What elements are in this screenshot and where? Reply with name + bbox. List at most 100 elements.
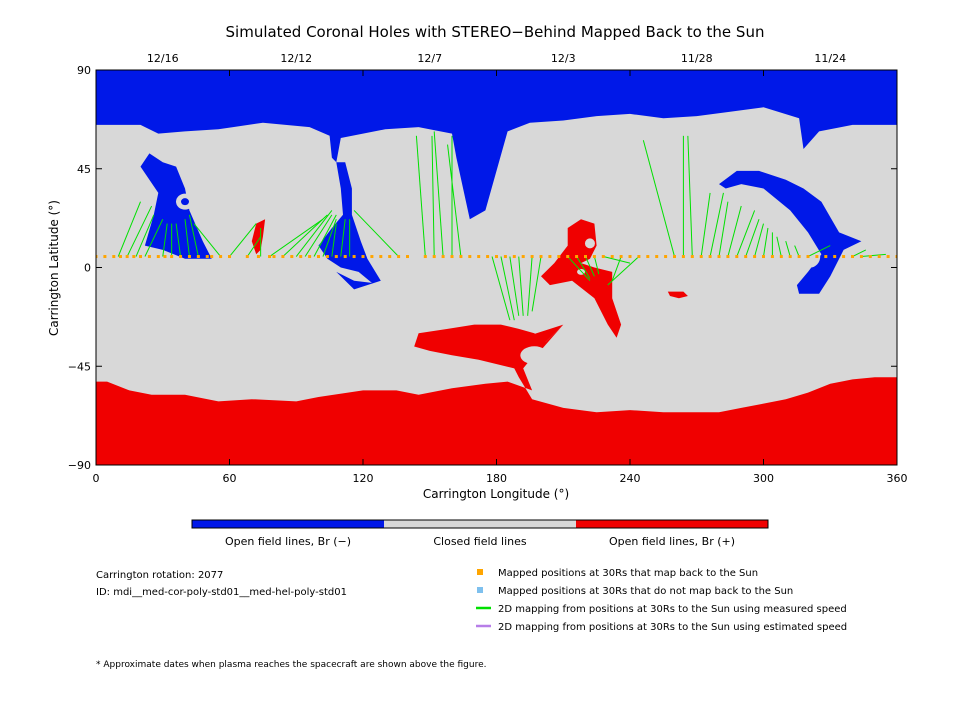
mapped-point: [156, 255, 160, 259]
mapped-point: [592, 255, 596, 259]
legend-label: 2D mapping from positions at 30Rs to the…: [498, 622, 847, 633]
mapped-point: [459, 255, 463, 259]
mapping-line: [188, 214, 199, 257]
mapped-point: [788, 255, 792, 259]
colorbar: Open field lines, Br (−) Closed field lin…: [191, 519, 769, 548]
mapped-point: [521, 255, 525, 259]
mapping-line: [607, 256, 640, 286]
y-tick-label: 90: [77, 64, 91, 77]
mapping-line: [193, 223, 221, 257]
colorbar-label: Closed field lines: [433, 535, 527, 548]
mapped-point: [170, 255, 174, 259]
mapping-line: [763, 227, 769, 257]
mapped-point: [512, 255, 516, 259]
mapped-point: [477, 255, 481, 259]
mapped-point: [708, 255, 712, 259]
closed-island-lon197: [520, 346, 549, 365]
y-axis-label: Carrington Latitude (°): [47, 200, 61, 336]
mapping-line: [709, 192, 724, 257]
mapped-point: [196, 255, 200, 259]
mapping-line: [727, 205, 742, 257]
legend-marker: [477, 569, 483, 575]
mapped-point: [646, 255, 650, 259]
mapping-line: [353, 210, 399, 257]
mapping-line: [269, 218, 324, 257]
mapped-point: [163, 255, 167, 259]
mapped-point: [806, 255, 810, 259]
x-axis-label: Carrington Longitude (°): [423, 487, 569, 501]
mapped-point: [125, 255, 129, 259]
mapping-line: [603, 256, 631, 264]
mapping-line: [852, 249, 867, 257]
mapping-line: [175, 223, 182, 257]
x-tick-label: 240: [620, 472, 641, 485]
mapped-point: [859, 255, 863, 259]
positive-hole-lon215: [541, 219, 622, 338]
mapped-point: [187, 255, 191, 259]
mapped-point: [219, 255, 223, 259]
x-tick-label: 360: [887, 472, 908, 485]
mapping-line: [322, 219, 337, 257]
mapped-point: [779, 255, 783, 259]
mapped-point: [379, 255, 383, 259]
legend-marker: [477, 587, 483, 593]
mapped-point: [179, 255, 183, 259]
mapped-point: [299, 255, 303, 259]
mapped-point: [753, 255, 757, 259]
footnote: * Approximate dates when plasma reaches …: [96, 660, 487, 670]
y-tick-label: −90: [68, 459, 91, 472]
mapping-line: [304, 214, 333, 257]
mapping-line: [295, 210, 333, 257]
colorbar-frame: [191, 519, 769, 529]
positive-hole-lon262: [667, 291, 688, 299]
mapping-line: [447, 144, 462, 257]
mapped-point: [495, 255, 498, 259]
chart-title: Simulated Coronal Holes with STEREO−Behi…: [226, 23, 765, 41]
mapped-point: [886, 255, 890, 259]
mapped-point: [352, 255, 356, 259]
mapped-point: [139, 255, 142, 259]
negative-hole-lon300: [719, 170, 862, 294]
mapping-line: [135, 214, 155, 257]
mapped-point: [268, 255, 272, 259]
x-tick-label: 180: [486, 472, 507, 485]
y-tick-label: 45: [77, 163, 91, 176]
mapped-point: [256, 255, 260, 259]
mapped-point: [343, 255, 347, 259]
mapped-point: [432, 255, 436, 259]
mapping-line: [611, 256, 622, 281]
mapping-line: [431, 135, 435, 257]
mapping-line: [229, 223, 257, 257]
mapped-point: [308, 255, 312, 259]
colorbar-segment: [384, 520, 576, 528]
mapped-point: [762, 255, 765, 259]
mapped-point: [601, 255, 605, 259]
mapping-line: [794, 245, 800, 257]
mapped-point: [228, 255, 231, 259]
date-tick-label: 12/12: [280, 52, 312, 65]
mapped-point: [147, 255, 151, 259]
mapping-line: [718, 201, 729, 257]
legend-label: 2D mapping from positions at 30Rs to the…: [498, 604, 847, 615]
mapping-line: [433, 131, 444, 257]
mapping-line: [144, 219, 164, 257]
mapping-line: [776, 236, 782, 257]
date-tick-label: 11/28: [681, 52, 713, 65]
mapping-line: [754, 223, 764, 257]
mapped-point: [868, 255, 872, 259]
mapped-point: [539, 255, 543, 259]
mapped-point: [824, 255, 828, 259]
mapped-point: [628, 255, 632, 259]
model-id: ID: mdi__med-cor-poly-std01__med-hel-pol…: [96, 587, 347, 598]
mapped-point: [681, 255, 685, 259]
mapped-point: [726, 255, 730, 259]
mapping-line: [531, 256, 542, 312]
mapping-line: [585, 256, 595, 277]
mapping-line: [331, 223, 337, 257]
mapped-point: [370, 255, 374, 259]
colorbar-label: Open field lines, Br (+): [609, 535, 735, 548]
x-tick-label: 60: [223, 472, 237, 485]
mapped-point: [281, 255, 285, 259]
mapped-point: [877, 255, 881, 259]
